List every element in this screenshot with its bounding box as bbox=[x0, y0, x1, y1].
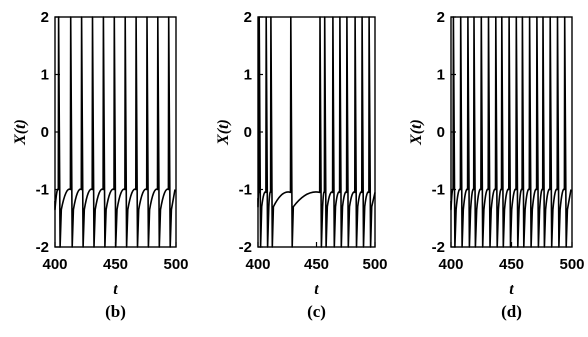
y-tick-label: 0 bbox=[437, 124, 445, 141]
y-tick-label: 1 bbox=[244, 67, 252, 84]
y-tick-label: 1 bbox=[41, 67, 49, 84]
y-tick-label: -1 bbox=[239, 182, 252, 199]
y-tick-label: 0 bbox=[244, 124, 252, 141]
panel-label: (c) bbox=[307, 302, 326, 321]
y-axis-label: X(t) bbox=[12, 119, 29, 146]
x-tick-label: 500 bbox=[163, 256, 188, 273]
x-tick-label: 450 bbox=[103, 256, 128, 273]
x-tick-label: 450 bbox=[304, 256, 329, 273]
y-tick-label: 1 bbox=[437, 67, 445, 84]
series-line bbox=[450, 16, 572, 248]
y-tick-label: 2 bbox=[244, 9, 252, 26]
series-line bbox=[54, 16, 176, 248]
y-axis-label: X(t) bbox=[215, 119, 232, 146]
x-tick-label: 500 bbox=[559, 256, 584, 273]
y-tick-label: -1 bbox=[36, 182, 49, 199]
x-tick-label: 400 bbox=[42, 256, 67, 273]
x-tick-label: 500 bbox=[362, 256, 387, 273]
panel-label: (b) bbox=[105, 302, 126, 321]
y-tick-label: 2 bbox=[41, 9, 49, 26]
x-axis-label: t bbox=[113, 281, 118, 298]
y-tick-label: -2 bbox=[432, 239, 445, 256]
y-tick-label: -2 bbox=[239, 239, 252, 256]
y-tick-label: -2 bbox=[36, 239, 49, 256]
panel-label: (d) bbox=[501, 302, 522, 321]
y-tick-label: -1 bbox=[432, 182, 445, 199]
x-tick-label: 400 bbox=[438, 256, 463, 273]
x-tick-label: 400 bbox=[245, 256, 270, 273]
x-axis-label: t bbox=[509, 281, 514, 298]
y-tick-label: 0 bbox=[41, 124, 49, 141]
series-line bbox=[257, 16, 376, 248]
x-axis-label: t bbox=[314, 281, 319, 298]
x-tick-label: 450 bbox=[499, 256, 524, 273]
y-tick-label: 2 bbox=[437, 9, 445, 26]
y-axis-label: X(t) bbox=[408, 119, 425, 146]
